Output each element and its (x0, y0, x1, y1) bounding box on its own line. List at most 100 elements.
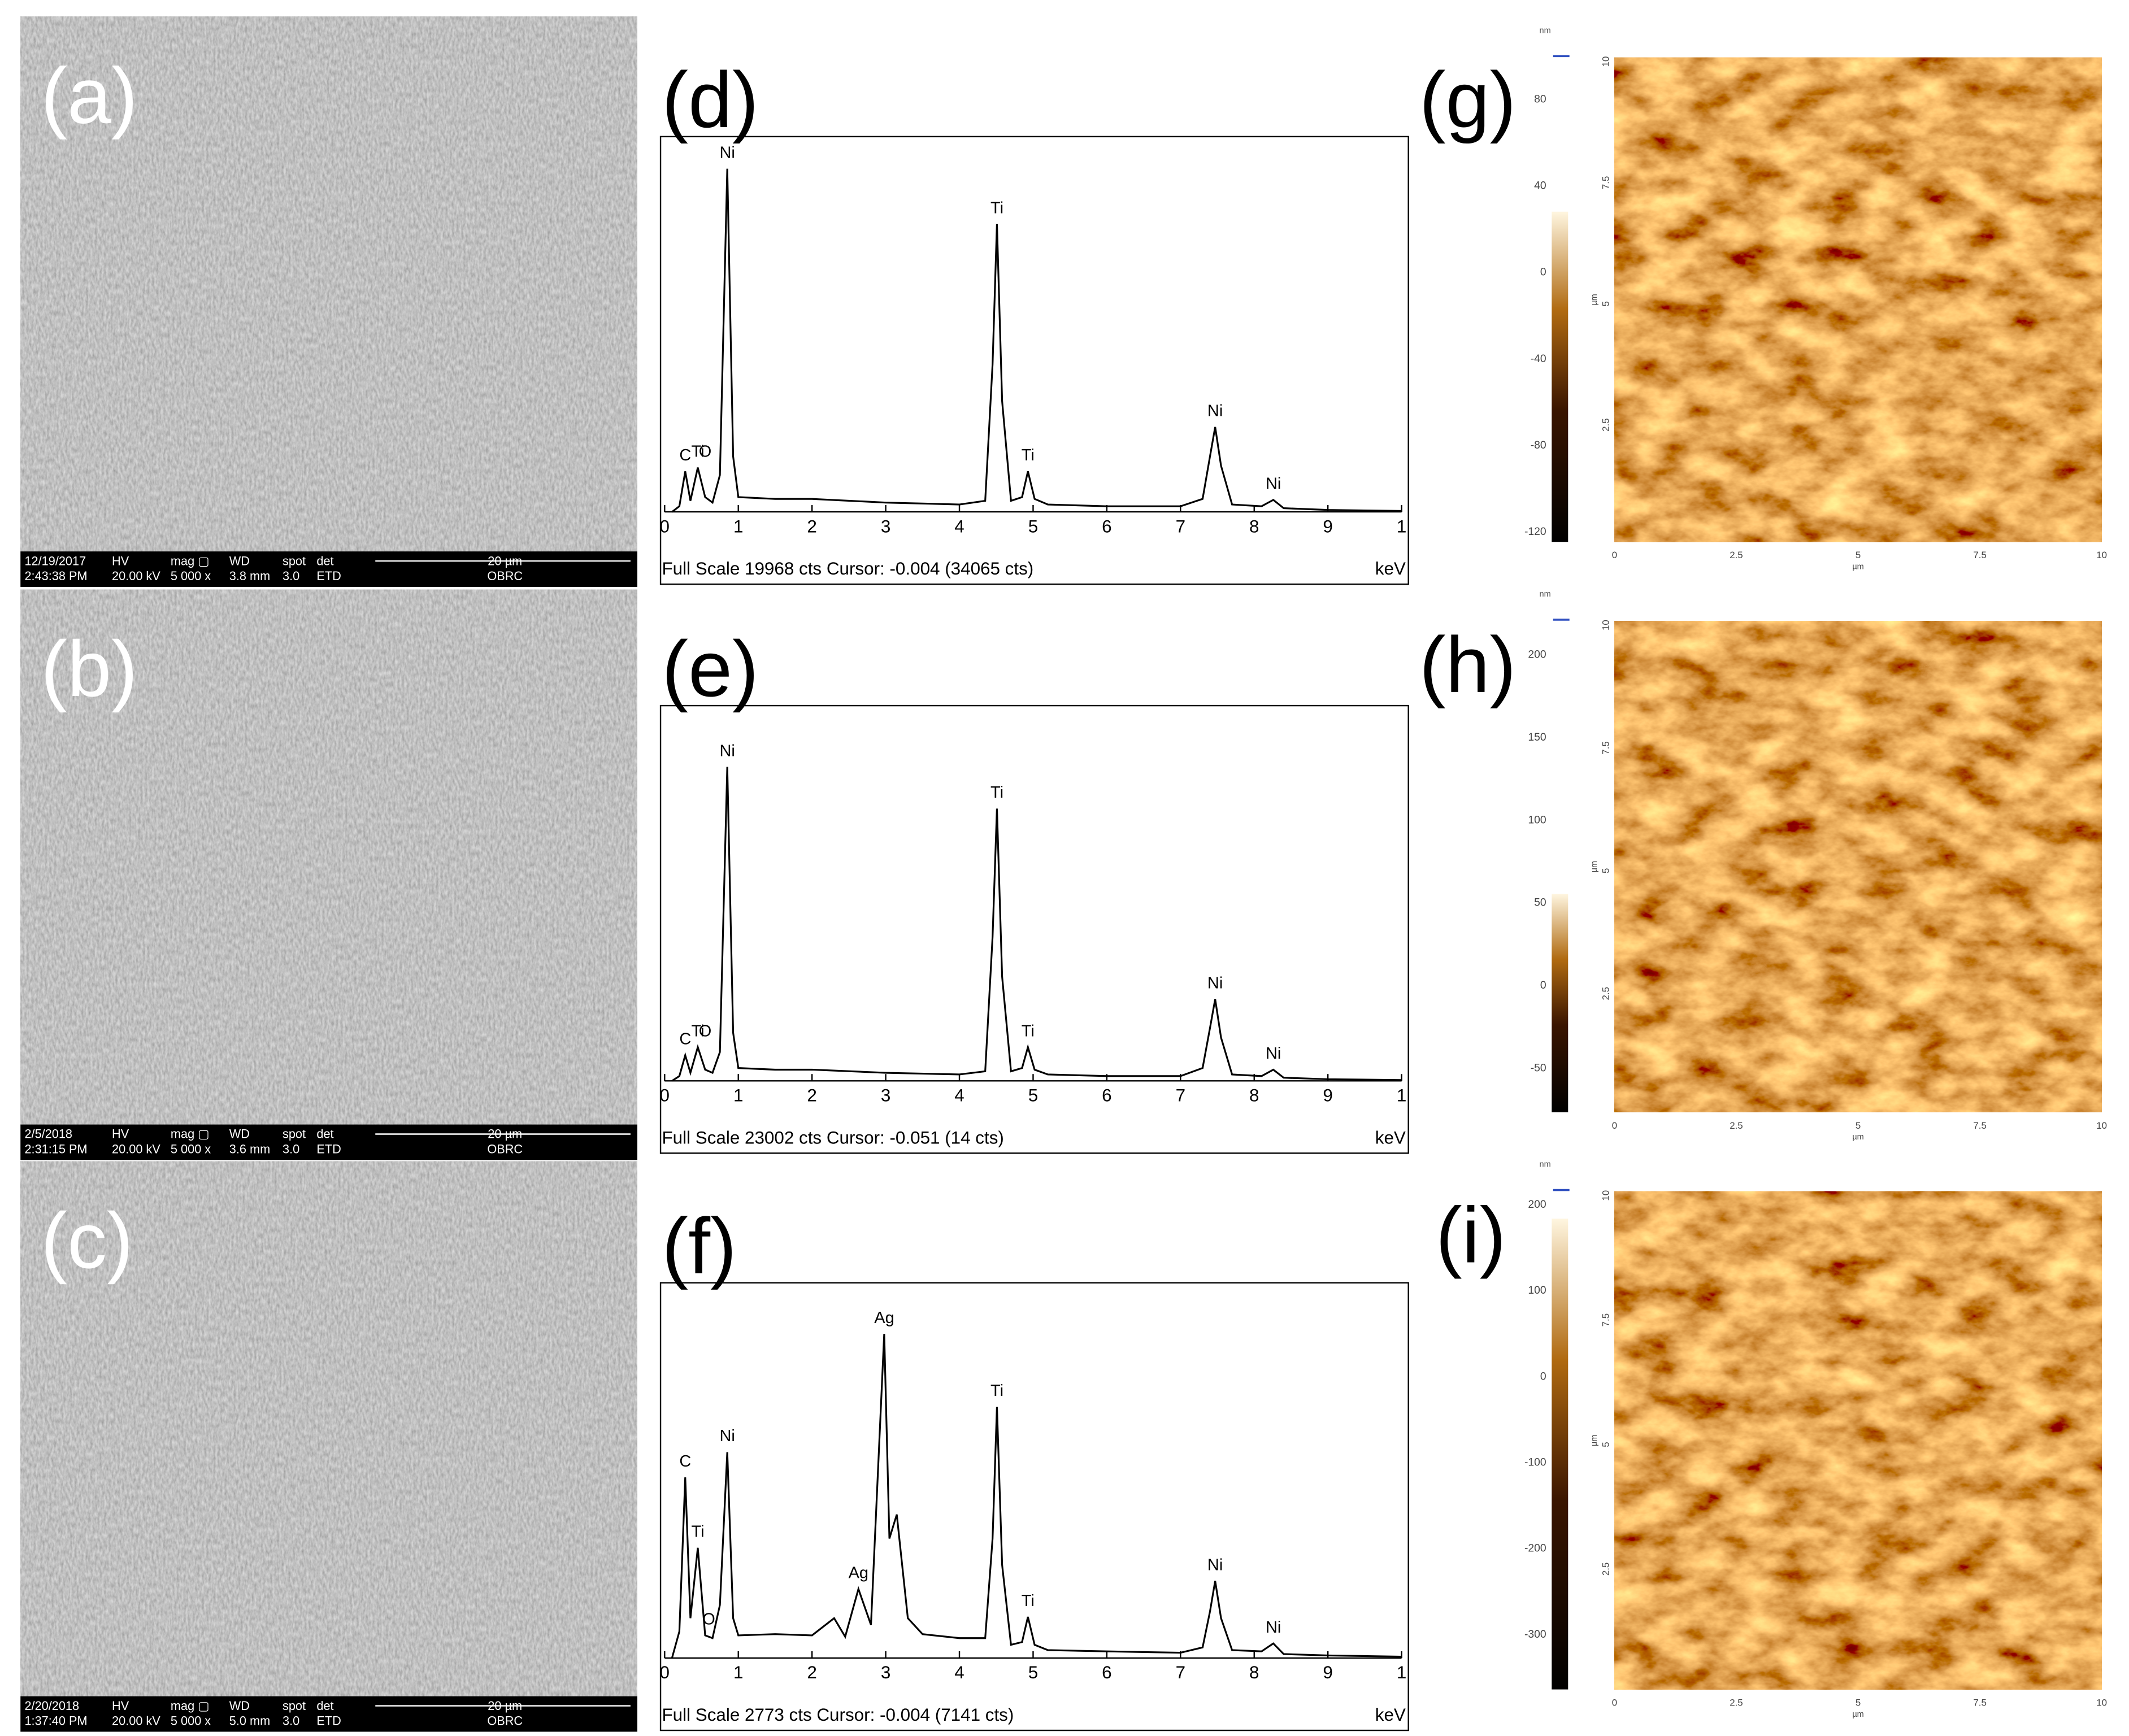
x-tick-label: 4 (954, 1086, 964, 1106)
color-bar (1552, 211, 1568, 542)
color-bar-label: -50 (1531, 1062, 1546, 1074)
info-text: OBRC (487, 569, 523, 583)
peak-label: Ni (1207, 1556, 1223, 1574)
info-text: 3.0 (283, 569, 299, 583)
x-tick-label: 5 (1856, 550, 1861, 560)
color-bar-unit: nm (1540, 590, 1551, 599)
info-bar (20, 1124, 637, 1160)
info-text: spot (283, 1127, 306, 1141)
spectrum (671, 767, 1402, 1082)
info-text: 5.0 mm (229, 1713, 270, 1728)
info-text: HV (112, 1699, 129, 1713)
peak-label: Ni (1266, 1618, 1281, 1637)
color-bar-label: 40 (1534, 180, 1546, 192)
x-tick-label: 2.5 (1730, 1698, 1743, 1708)
sem-image (20, 1161, 637, 1696)
panel-label: (c) (41, 1196, 133, 1285)
info-text: 1:37:40 PM (24, 1713, 87, 1728)
info-text: 2/20/2018 (24, 1699, 79, 1713)
x-tick-label: 5 (1856, 1698, 1861, 1708)
x-tick-label: 6 (1102, 516, 1111, 536)
x-axis-unit: µm (1852, 1133, 1863, 1142)
x-tick-label: 9 (1323, 1663, 1332, 1682)
panel-label: (h) (1419, 620, 1516, 709)
x-tick-label: 1 (1397, 516, 1406, 536)
x-axis-unit: µm (1852, 563, 1863, 572)
color-bar-label: 80 (1534, 93, 1546, 105)
color-bar-label: -200 (1524, 1543, 1546, 1555)
x-tick-label: 1 (733, 516, 743, 536)
y-tick-label: 2.5 (1601, 987, 1611, 1000)
peak-label: Ti (1022, 1022, 1035, 1040)
color-bar-label: -40 (1531, 353, 1546, 365)
spectrum (671, 168, 1402, 513)
peak-label: Ni (1207, 974, 1223, 992)
x-tick-label: 4 (954, 516, 964, 536)
peak-label: Ti (691, 1022, 704, 1040)
status-text: Full Scale 23002 cts Cursor: -0.051 (14 … (662, 1128, 1003, 1147)
y-axis-unit: µm (1590, 294, 1599, 305)
panel-label: (e) (662, 624, 758, 713)
peak-label: O (702, 1611, 715, 1629)
x-tick-label: 7.5 (1973, 550, 1986, 560)
color-bar-label: 0 (1540, 267, 1546, 279)
color-bar-unit: nm (1540, 26, 1551, 35)
x-tick-label: 2 (807, 1086, 816, 1106)
info-text: WD (229, 554, 250, 568)
color-bar-label: 0 (1540, 980, 1546, 991)
y-axis-unit: µm (1590, 1435, 1599, 1446)
peak-label: Ti (990, 199, 1003, 217)
color-bar-label: 100 (1528, 1285, 1546, 1296)
color-bar-label: -80 (1531, 440, 1546, 451)
info-text: 20.00 kV (112, 1713, 160, 1728)
info-text: ETD (316, 1713, 341, 1728)
y-tick-label: 5 (1601, 1442, 1611, 1447)
x-tick-label: 5 (1028, 1663, 1038, 1682)
peak-label: Ti (1022, 446, 1035, 464)
y-tick-label: 5 (1601, 868, 1611, 873)
info-text: 2:31:15 PM (24, 1142, 87, 1156)
info-text: det (316, 1127, 333, 1141)
y-tick-label: 7.5 (1601, 176, 1611, 189)
peak-label: Ti (1022, 1592, 1035, 1610)
x-tick-label: 5 (1028, 1086, 1038, 1106)
sem-image (20, 589, 637, 1125)
x-axis-unit: µm (1852, 1710, 1863, 1719)
x-tick-label: 0 (660, 516, 670, 536)
info-text: OBRC (487, 1713, 523, 1728)
afm-image (1614, 57, 2102, 542)
color-bar-label: 150 (1528, 732, 1546, 743)
info-text: mag ▢ (171, 1127, 210, 1141)
x-tick-label: 5 (1028, 516, 1038, 536)
y-tick-label: 7.5 (1601, 1313, 1611, 1326)
x-axis-label: keV (1375, 1705, 1406, 1725)
info-text: mag ▢ (171, 1699, 210, 1713)
x-tick-label: 7.5 (1973, 1698, 1986, 1708)
peak-label: Ni (1266, 475, 1281, 493)
info-text: 5 000 x (171, 569, 211, 583)
info-bar (20, 551, 637, 587)
peak-label: Ni (1207, 402, 1223, 420)
status-text: Full Scale 19968 cts Cursor: -0.004 (340… (662, 559, 1033, 578)
x-tick-label: 2.5 (1730, 550, 1743, 560)
x-tick-label: 0 (1612, 1120, 1617, 1131)
x-axis-label: keV (1375, 559, 1406, 578)
y-tick-label: 7.5 (1601, 741, 1611, 754)
x-tick-label: 2 (807, 516, 816, 536)
peak-label: Ti (691, 1522, 704, 1541)
y-tick-label: 5 (1601, 301, 1611, 306)
info-text: 3.0 (283, 1713, 299, 1728)
x-tick-label: 2 (807, 1663, 816, 1682)
info-text: det (316, 554, 333, 568)
info-text: spot (283, 1699, 306, 1713)
y-tick-label: 10 (1601, 1190, 1611, 1201)
y-tick-label: 10 (1601, 56, 1611, 67)
status-text: Full Scale 2773 cts Cursor: -0.004 (7141… (662, 1705, 1014, 1725)
peak-label: Ni (1266, 1045, 1281, 1063)
y-tick-label: 2.5 (1601, 418, 1611, 431)
info-text: 5 000 x (171, 1142, 211, 1156)
x-tick-label: 1 (733, 1663, 743, 1682)
x-tick-label: 1 (1397, 1086, 1406, 1106)
info-text: ETD (316, 569, 341, 583)
